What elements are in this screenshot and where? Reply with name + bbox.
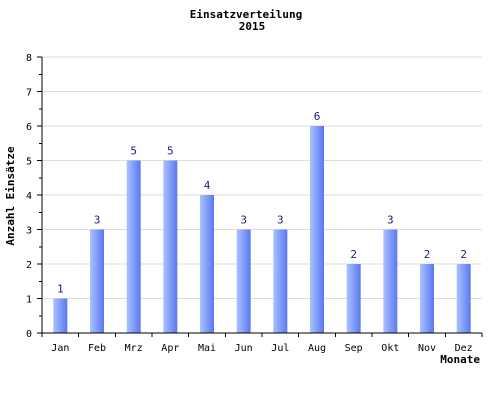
x-tick-label: Nov — [418, 343, 436, 354]
bar-aug — [310, 126, 324, 333]
x-tick-label: Feb — [88, 343, 106, 354]
data-label: 5 — [130, 145, 137, 158]
x-tick-label: Aug — [308, 343, 326, 354]
x-tick-label: Mai — [198, 343, 216, 354]
bar-dez — [456, 264, 471, 333]
y-axis-title: Anzahl Einsätze — [4, 146, 17, 246]
data-label: 3 — [240, 214, 247, 227]
bar-apr — [163, 160, 178, 333]
axes — [37, 56, 483, 337]
bar-mai — [200, 195, 214, 333]
y-tick-label: 4 — [26, 191, 32, 202]
bar-jan — [53, 298, 68, 333]
x-tick-labels: Jan Feb Mrz Apr Mai Jun Jul Aug Sep Okt Nov Dez — [51, 343, 472, 354]
y-tick-label: 3 — [26, 226, 32, 237]
bar-nov — [420, 264, 434, 333]
x-tick-label: Mrz — [125, 343, 143, 354]
bar-sep — [346, 264, 361, 333]
y-tick-labels: 0 1 2 3 4 5 6 7 8 — [26, 53, 32, 340]
x-tick-label: Apr — [161, 343, 179, 354]
y-tick-label: 1 — [26, 295, 32, 306]
bars — [53, 126, 471, 333]
bar-jun — [236, 229, 251, 333]
bar-jul — [273, 229, 288, 333]
y-tick-label: 6 — [26, 122, 32, 133]
x-tick-label: Okt — [381, 343, 399, 354]
y-tick-label: 0 — [26, 329, 32, 340]
y-tick-label: 7 — [26, 88, 32, 99]
grid-lines — [42, 56, 482, 299]
data-label: 2 — [460, 248, 467, 261]
bar-feb — [90, 229, 104, 333]
chart-subtitle: 2015 — [239, 20, 266, 33]
y-tick-label: 8 — [26, 53, 32, 64]
bar-mrz — [126, 160, 141, 333]
data-label: 4 — [204, 179, 211, 192]
y-tick-label: 2 — [26, 260, 32, 271]
x-tick-label: Dez — [455, 343, 473, 354]
data-labels: 1 3 5 5 4 3 3 6 2 3 2 2 — [57, 110, 467, 296]
x-tick-label: Sep — [345, 343, 363, 354]
chart-title: Einsatzverteilung — [190, 8, 303, 21]
data-label: 3 — [387, 214, 394, 227]
x-axis-title: Monate — [440, 353, 480, 366]
data-label: 2 — [350, 248, 357, 261]
data-label: 1 — [57, 283, 64, 296]
data-label: 2 — [424, 248, 431, 261]
data-label: 5 — [167, 145, 174, 158]
x-tick-label: Jan — [51, 343, 69, 354]
data-label: 3 — [94, 214, 101, 227]
data-label: 3 — [277, 214, 284, 227]
bar-okt — [383, 229, 398, 333]
y-tick-label: 5 — [26, 157, 32, 168]
x-tick-label: Jun — [235, 343, 253, 354]
x-tick-label: Jul — [271, 343, 289, 354]
data-label: 6 — [314, 110, 321, 123]
